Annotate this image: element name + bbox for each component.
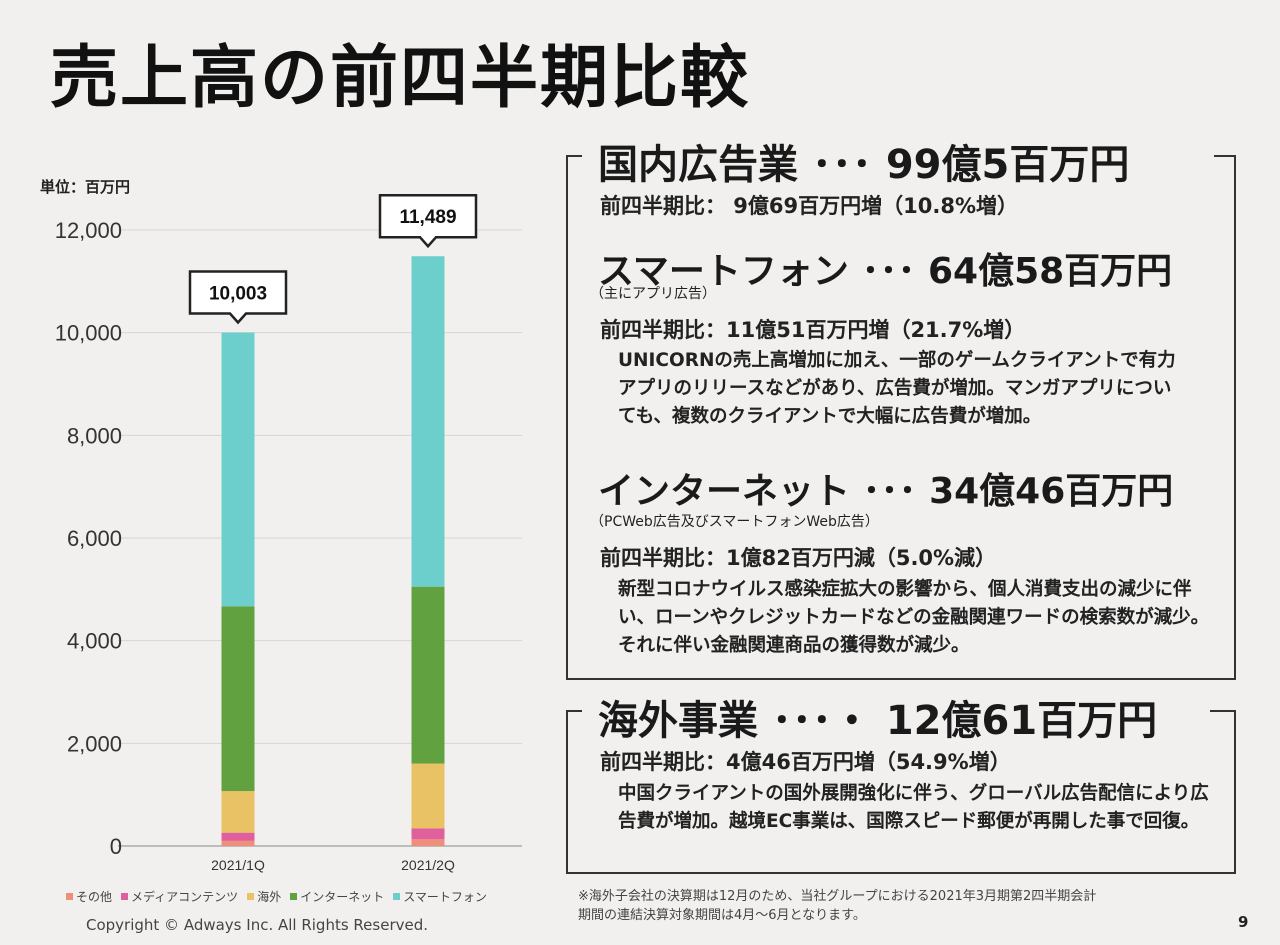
legend-item: スマートフォン — [393, 888, 487, 905]
footnote-line-2: 期間の連結決算対象期間は4月〜6月となります。 — [578, 908, 866, 923]
bar-segment — [411, 828, 445, 840]
bar-segment — [221, 791, 255, 833]
x-tick-label: 2021/2Q — [401, 857, 455, 873]
legend-item: インターネット — [290, 888, 384, 905]
bar-segment — [221, 332, 255, 607]
total-label: 10,003 — [209, 284, 267, 305]
total-label: 11,489 — [399, 207, 456, 228]
legend-item: メディアコンテンツ — [121, 888, 238, 905]
legend-swatch — [290, 893, 298, 900]
total-callout — [378, 193, 478, 249]
legend-label: メディアコンテンツ — [131, 890, 239, 904]
chart-legend: その他 メディアコンテンツ 海外 インターネット スマートフォン — [66, 888, 487, 905]
internet-comparison: 前四半期比：1億82百万円減（5.0%減） — [600, 546, 997, 570]
internet-header: インターネット ･･･ 34億46百万円 — [598, 471, 1174, 512]
legend-swatch — [66, 893, 73, 900]
overseas-header: 海外事業 ･･･・ 12億61百万円 — [598, 698, 1158, 744]
page-title: 売上高の前四半期比較 — [50, 39, 751, 118]
y-tick-label: 12,000 — [55, 218, 122, 243]
stacked-bar-chart: 0 2,000 4,000 6,000 8,000 10,000 12,000 2021/1Q… — [55, 193, 522, 873]
x-tick-label: 2021/1Q — [211, 857, 265, 873]
smartphone-description: UNICORNの売上高増加に加え、一部のゲームクライアントで有力アプリのリリース… — [618, 350, 1176, 427]
y-tick-label: 4,000 — [67, 629, 122, 654]
legend-label: その他 — [76, 890, 113, 904]
y-tick-label: 6,000 — [67, 526, 122, 551]
overseas-comparison: 前四半期比：4億46百万円増（54.9%増） — [600, 750, 1011, 774]
y-tick-label: 0 — [110, 834, 122, 859]
y-tick-label: 2,000 — [67, 731, 122, 756]
legend-label: スマートフォン — [403, 890, 487, 904]
legend-label: 海外 — [257, 890, 282, 904]
copyright: Copyright © Adways Inc. All Rights Reser… — [86, 916, 429, 934]
y-tick-label: 10,000 — [55, 321, 122, 346]
smartphone-comparison: 前四半期比：11億51百万円増（21.7%増） — [600, 318, 1026, 342]
footnote-line-1: ※海外子会社の決算期は12月のため、当社グループにおける2021年3月期第2四半… — [578, 889, 1097, 904]
internet-description: 新型コロナウイルス感染症拡大の影響から、個人消費支出の減少に伴い、ローンやクレジ… — [618, 579, 1210, 656]
bar-segment — [221, 832, 255, 841]
legend-swatch — [247, 893, 255, 900]
overseas-panel — [566, 710, 1236, 874]
overseas-description: 中国クライアントの国外展開強化に伴う、グローバル広告配信により広告費が増加。越境… — [618, 783, 1209, 832]
bar-segment — [221, 840, 255, 846]
legend-item: その他 — [66, 888, 112, 905]
smartphone-subtitle: （主にアプリ広告） — [590, 286, 716, 302]
bar-segment — [411, 586, 445, 764]
legend-label: インターネット — [300, 890, 385, 904]
legend-item: 海外 — [247, 888, 281, 905]
page-number: 9 — [1238, 913, 1249, 931]
unit-label: 単位：百万円 — [40, 178, 131, 196]
legend-swatch — [393, 893, 401, 900]
total-callout — [188, 270, 288, 325]
domestic-header: 国内広告業 ･･･ 99億5百万円 — [598, 142, 1130, 188]
y-tick-label: 8,000 — [67, 423, 122, 448]
bar-segment — [411, 839, 445, 846]
internet-subtitle: （PCWeb広告及びスマートフォンWeb広告） — [590, 514, 879, 530]
bar-segment — [411, 256, 445, 587]
smartphone-header: スマートフォン ･･･ 64億58百万円 — [598, 251, 1173, 292]
footnote: ※海外子会社の決算期は12月のため、当社グループにおける2021年3月期第2四半… — [578, 887, 1228, 925]
domestic-comparison: 前四半期比： 9億69百万円増（10.8%増） — [600, 194, 1018, 218]
domestic-ad-panel — [566, 155, 1236, 680]
legend-swatch — [121, 893, 129, 900]
bar-segment — [221, 606, 255, 792]
bar-segment — [411, 763, 445, 829]
